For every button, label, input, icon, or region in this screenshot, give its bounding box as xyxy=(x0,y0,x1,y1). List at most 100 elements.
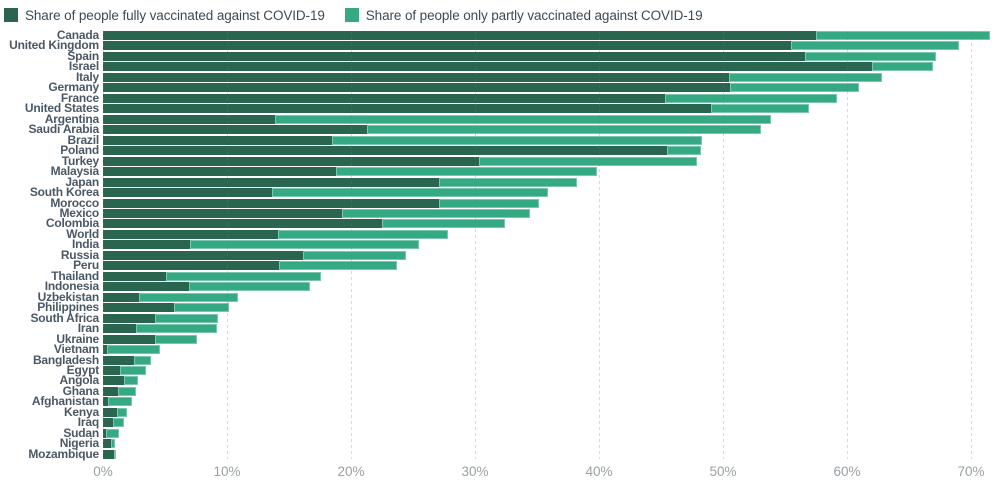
bar-segment-fully-vaccinated[interactable] xyxy=(103,334,156,344)
bar-segment-partly-vaccinated[interactable] xyxy=(107,397,132,407)
bar-segment-fully-vaccinated[interactable] xyxy=(103,355,134,365)
country-label: World xyxy=(66,226,99,241)
bar-segment-partly-vaccinated[interactable] xyxy=(730,83,860,93)
bar-segment-partly-vaccinated[interactable] xyxy=(710,104,809,114)
bar-segment-fully-vaccinated[interactable] xyxy=(103,229,278,239)
bar-segment-partly-vaccinated[interactable] xyxy=(106,428,120,438)
bar-segment-partly-vaccinated[interactable] xyxy=(124,376,138,386)
bar-segment-fully-vaccinated[interactable] xyxy=(103,177,440,187)
bar-segment-fully-vaccinated[interactable] xyxy=(103,418,113,428)
bar-segment-partly-vaccinated[interactable] xyxy=(106,345,161,355)
bar-track xyxy=(103,334,1006,344)
country-label: Poland xyxy=(60,143,99,158)
bar-segment-fully-vaccinated[interactable] xyxy=(103,271,167,281)
bar-segment-fully-vaccinated[interactable] xyxy=(103,219,382,229)
bar-segment-partly-vaccinated[interactable] xyxy=(117,386,137,396)
bar-track xyxy=(103,366,1006,375)
bar-segment-fully-vaccinated[interactable] xyxy=(103,156,479,166)
table-row: France xyxy=(0,92,1006,104)
bar-segment-partly-vaccinated[interactable] xyxy=(111,439,116,449)
bar-segment-fully-vaccinated[interactable] xyxy=(103,428,107,438)
legend-item-partly[interactable]: Share of people only partly vaccinated a… xyxy=(344,8,703,23)
x-axis-tick-label: 0% xyxy=(93,464,113,479)
bar-segment-fully-vaccinated[interactable] xyxy=(103,376,125,386)
bar-segment-partly-vaccinated[interactable] xyxy=(138,292,239,302)
bar-segment-fully-vaccinated[interactable] xyxy=(103,72,730,82)
bar-segment-partly-vaccinated[interactable] xyxy=(382,219,505,229)
bar-segment-partly-vaccinated[interactable] xyxy=(729,72,882,82)
bar-segment-partly-vaccinated[interactable] xyxy=(478,156,697,166)
bar-segment-fully-vaccinated[interactable] xyxy=(103,439,112,449)
bar-track xyxy=(103,125,1006,135)
bar-segment-fully-vaccinated[interactable] xyxy=(103,282,189,292)
bar-segment-partly-vaccinated[interactable] xyxy=(804,51,937,61)
bar-segment-fully-vaccinated[interactable] xyxy=(103,198,440,208)
bar-segment-fully-vaccinated[interactable] xyxy=(103,324,137,334)
country-label: Japan xyxy=(65,174,99,189)
bar-segment-fully-vaccinated[interactable] xyxy=(103,345,107,355)
table-row: Angola xyxy=(0,374,1006,386)
bar-segment-partly-vaccinated[interactable] xyxy=(871,62,933,72)
bar-segment-partly-vaccinated[interactable] xyxy=(439,198,540,208)
bar-segment-partly-vaccinated[interactable] xyxy=(791,41,959,51)
bar-segment-fully-vaccinated[interactable] xyxy=(103,449,114,459)
bar-segment-partly-vaccinated[interactable] xyxy=(664,93,838,103)
bar-segment-fully-vaccinated[interactable] xyxy=(103,31,816,40)
bar-segment-partly-vaccinated[interactable] xyxy=(136,324,218,334)
legend-item-fully[interactable]: Share of people fully vaccinated against… xyxy=(4,8,325,23)
bar-segment-partly-vaccinated[interactable] xyxy=(173,303,230,313)
bar-segment-partly-vaccinated[interactable] xyxy=(271,188,549,198)
bar-segment-partly-vaccinated[interactable] xyxy=(275,114,772,124)
bar-segment-fully-vaccinated[interactable] xyxy=(103,167,337,177)
bar-segment-fully-vaccinated[interactable] xyxy=(103,208,343,218)
bar-segment-fully-vaccinated[interactable] xyxy=(103,41,792,51)
bar-segment-partly-vaccinated[interactable] xyxy=(113,449,116,459)
bar-segment-partly-vaccinated[interactable] xyxy=(188,282,311,292)
bar-segment-fully-vaccinated[interactable] xyxy=(103,188,272,198)
bar-segment-fully-vaccinated[interactable] xyxy=(103,407,117,417)
bar-track xyxy=(103,135,1006,145)
bar-segment-fully-vaccinated[interactable] xyxy=(103,397,108,407)
bar-segment-partly-vaccinated[interactable] xyxy=(166,271,322,281)
bar-segment-partly-vaccinated[interactable] xyxy=(155,313,219,323)
bar-segment-partly-vaccinated[interactable] xyxy=(112,418,125,428)
bar-segment-fully-vaccinated[interactable] xyxy=(103,313,156,323)
bar-segment-partly-vaccinated[interactable] xyxy=(332,135,702,145)
bar-segment-fully-vaccinated[interactable] xyxy=(103,146,668,156)
bar-segment-fully-vaccinated[interactable] xyxy=(103,114,276,124)
bar-segment-fully-vaccinated[interactable] xyxy=(103,83,731,93)
bar-segment-partly-vaccinated[interactable] xyxy=(120,366,147,375)
bar-segment-fully-vaccinated[interactable] xyxy=(103,250,303,260)
bar-segment-partly-vaccinated[interactable] xyxy=(367,125,762,135)
bar-segment-fully-vaccinated[interactable] xyxy=(103,93,665,103)
table-row: Canada xyxy=(0,29,1006,41)
bar-track xyxy=(103,355,1006,365)
bar-segment-fully-vaccinated[interactable] xyxy=(103,51,805,61)
bar-segment-partly-vaccinated[interactable] xyxy=(277,229,448,239)
bar-segment-fully-vaccinated[interactable] xyxy=(103,261,280,271)
country-label: South Africa xyxy=(30,310,100,325)
bar-segment-partly-vaccinated[interactable] xyxy=(667,146,701,156)
bar-segment-partly-vaccinated[interactable] xyxy=(116,407,127,417)
bar-segment-partly-vaccinated[interactable] xyxy=(155,334,198,344)
bar-segment-fully-vaccinated[interactable] xyxy=(103,135,333,145)
country-label: Italy xyxy=(75,69,99,84)
bar-segment-partly-vaccinated[interactable] xyxy=(816,31,990,40)
bar-track xyxy=(103,240,1006,250)
bar-segment-fully-vaccinated[interactable] xyxy=(103,386,118,396)
bar-segment-fully-vaccinated[interactable] xyxy=(103,292,139,302)
bar-segment-partly-vaccinated[interactable] xyxy=(302,250,406,260)
bar-segment-fully-vaccinated[interactable] xyxy=(103,240,190,250)
bar-segment-fully-vaccinated[interactable] xyxy=(103,62,872,72)
bar-segment-partly-vaccinated[interactable] xyxy=(439,177,577,187)
bar-segment-fully-vaccinated[interactable] xyxy=(103,125,368,135)
bar-segment-fully-vaccinated[interactable] xyxy=(103,104,711,114)
bar-segment-fully-vaccinated[interactable] xyxy=(103,303,174,313)
bar-segment-partly-vaccinated[interactable] xyxy=(336,167,597,177)
bar-segment-partly-vaccinated[interactable] xyxy=(342,208,530,218)
country-label: Peru xyxy=(73,258,99,273)
bar-segment-fully-vaccinated[interactable] xyxy=(103,366,121,375)
bar-segment-partly-vaccinated[interactable] xyxy=(189,240,420,250)
bar-segment-partly-vaccinated[interactable] xyxy=(279,261,397,271)
bar-segment-partly-vaccinated[interactable] xyxy=(134,355,152,365)
